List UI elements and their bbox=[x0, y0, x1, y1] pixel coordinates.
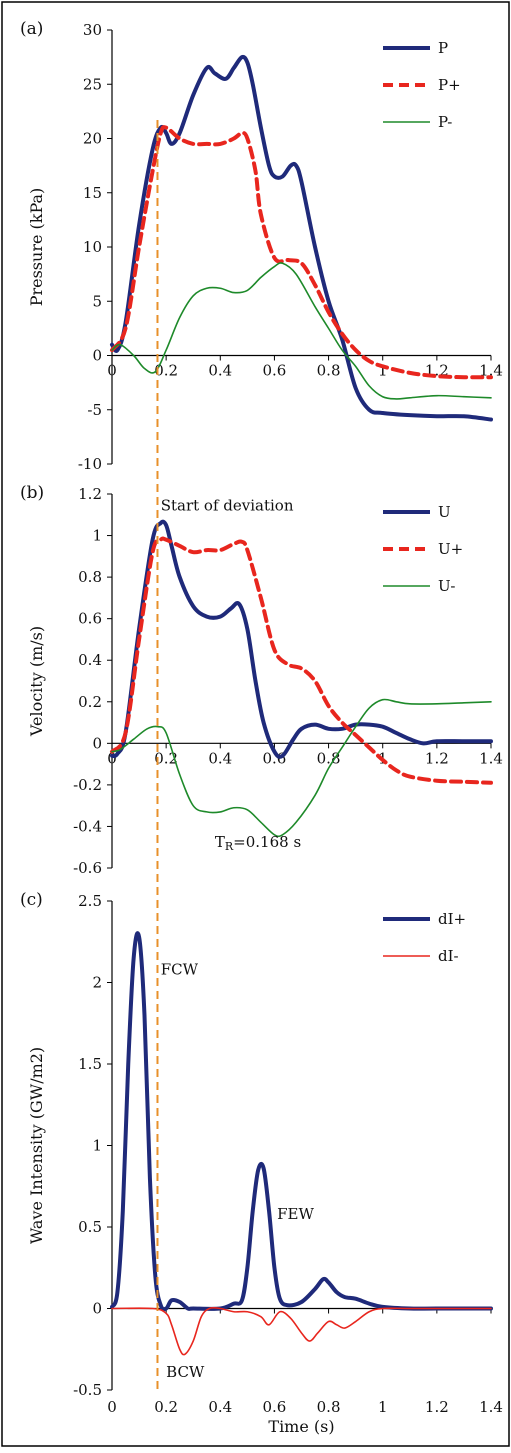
panel-label: (b) bbox=[20, 483, 44, 503]
y-tick-label: 25 bbox=[83, 75, 102, 93]
series-line-U bbox=[110, 519, 493, 759]
series-line-dI+ bbox=[110, 931, 493, 1312]
legend-label-P+: P+ bbox=[438, 76, 461, 94]
y-tick-label: 1.2 bbox=[78, 485, 102, 503]
panel-b: -0.6 -0.4 -0.2 0 0.2 0.4 0.6 0.8 1 1.2 0 0.2 0.4 0.6 0… bbox=[20, 483, 503, 877]
series-line-U+ bbox=[110, 536, 493, 785]
x-tick-label: 1.2 bbox=[425, 1398, 449, 1416]
x-tick-label: 1 bbox=[378, 1398, 388, 1416]
y-axis-title: Wave Intensity (GW/m2) bbox=[27, 1047, 46, 1244]
y-axis-title: Pressure (kPa) bbox=[27, 188, 46, 307]
x-tick-label: 0 bbox=[107, 362, 117, 380]
x-tick-label: 0.6 bbox=[262, 1398, 286, 1416]
legend-label-P-: P- bbox=[438, 113, 452, 131]
x-tick-label: 1.2 bbox=[425, 749, 449, 767]
annotation: FCW bbox=[161, 960, 199, 978]
x-tick-label: 0 bbox=[107, 749, 117, 767]
x-tick-label: 0.4 bbox=[208, 1398, 232, 1416]
series-line-U- bbox=[111, 698, 492, 838]
panel-label: (a) bbox=[20, 19, 43, 39]
x-tick-label: 1 bbox=[378, 362, 388, 380]
y-tick-label: 0.2 bbox=[78, 693, 102, 711]
y-tick-label: 15 bbox=[83, 184, 102, 202]
y-tick-label: 1 bbox=[92, 527, 102, 545]
x-tick-label: 1.4 bbox=[479, 1398, 503, 1416]
y-tick-label: 0.5 bbox=[78, 1218, 102, 1236]
annotation: BCW bbox=[166, 1363, 205, 1381]
y-tick-label: 0.4 bbox=[78, 651, 102, 669]
x-tick-label: 0.8 bbox=[317, 362, 341, 380]
x-tick-label: 0.6 bbox=[262, 362, 286, 380]
y-tick-label: -0.2 bbox=[73, 776, 102, 794]
y-tick-label: -10 bbox=[78, 455, 102, 473]
x-tick-label: 0.2 bbox=[154, 1398, 178, 1416]
legend-label-U: U bbox=[438, 503, 451, 521]
x-axis-title: Time (s) bbox=[268, 1417, 334, 1436]
x-tick-label: 0.6 bbox=[262, 749, 286, 767]
panel-c: -0.5 0 0.5 1 1.5 2 2.5 0 0.2 0.4 0.6 0.8 1 1.2 1.4 (c) W… bbox=[20, 890, 503, 1416]
annotation: Start of deviation bbox=[161, 497, 294, 515]
x-tick-label: 0.4 bbox=[208, 362, 232, 380]
y-tick-label: 0.6 bbox=[78, 610, 102, 628]
y-tick-label: 2.5 bbox=[78, 892, 102, 910]
y-tick-label: 20 bbox=[83, 130, 102, 148]
annotation: TR=0.168 s bbox=[215, 833, 301, 853]
legend-label-dI+: dI+ bbox=[438, 910, 466, 928]
x-tick-label: 0.4 bbox=[208, 749, 232, 767]
x-tick-label: 0.2 bbox=[154, 749, 178, 767]
x-tick-label: 0.2 bbox=[154, 362, 178, 380]
y-tick-label: 0.8 bbox=[78, 568, 102, 586]
x-tick-label: 0.8 bbox=[317, 749, 341, 767]
y-tick-label: 1 bbox=[92, 1137, 102, 1155]
y-tick-label: 0 bbox=[92, 347, 102, 365]
y-tick-label: -0.4 bbox=[73, 817, 102, 835]
x-tick-label: 0.8 bbox=[317, 1398, 341, 1416]
legend-label-U+: U+ bbox=[438, 540, 463, 558]
y-tick-label: 5 bbox=[92, 292, 102, 310]
y-tick-label: -0.5 bbox=[73, 1381, 102, 1399]
y-tick-label: 2 bbox=[92, 974, 102, 992]
x-tick-label: 0 bbox=[107, 1398, 117, 1416]
legend-label-P: P bbox=[438, 39, 448, 57]
y-tick-label: 30 bbox=[83, 21, 102, 39]
y-axis-title: Velocity (m/s) bbox=[27, 626, 46, 737]
y-tick-label: 10 bbox=[83, 238, 102, 256]
legend-label-U-: U- bbox=[438, 577, 455, 595]
x-tick-label: 1.4 bbox=[479, 362, 503, 380]
y-tick-label: 1.5 bbox=[78, 1055, 102, 1073]
y-tick-label: 0 bbox=[92, 734, 102, 752]
x-tick-label: 1.4 bbox=[479, 749, 503, 767]
legend-label-dI-: dI- bbox=[438, 947, 459, 965]
series-line-P+ bbox=[110, 125, 493, 380]
y-tick-label: 0 bbox=[92, 1300, 102, 1318]
series-line-dI- bbox=[111, 1306, 492, 1356]
y-tick-label: -0.6 bbox=[73, 859, 102, 877]
annotation: FEW bbox=[277, 1205, 314, 1223]
y-tick-label: -5 bbox=[87, 401, 102, 419]
panel-label: (c) bbox=[20, 890, 43, 910]
